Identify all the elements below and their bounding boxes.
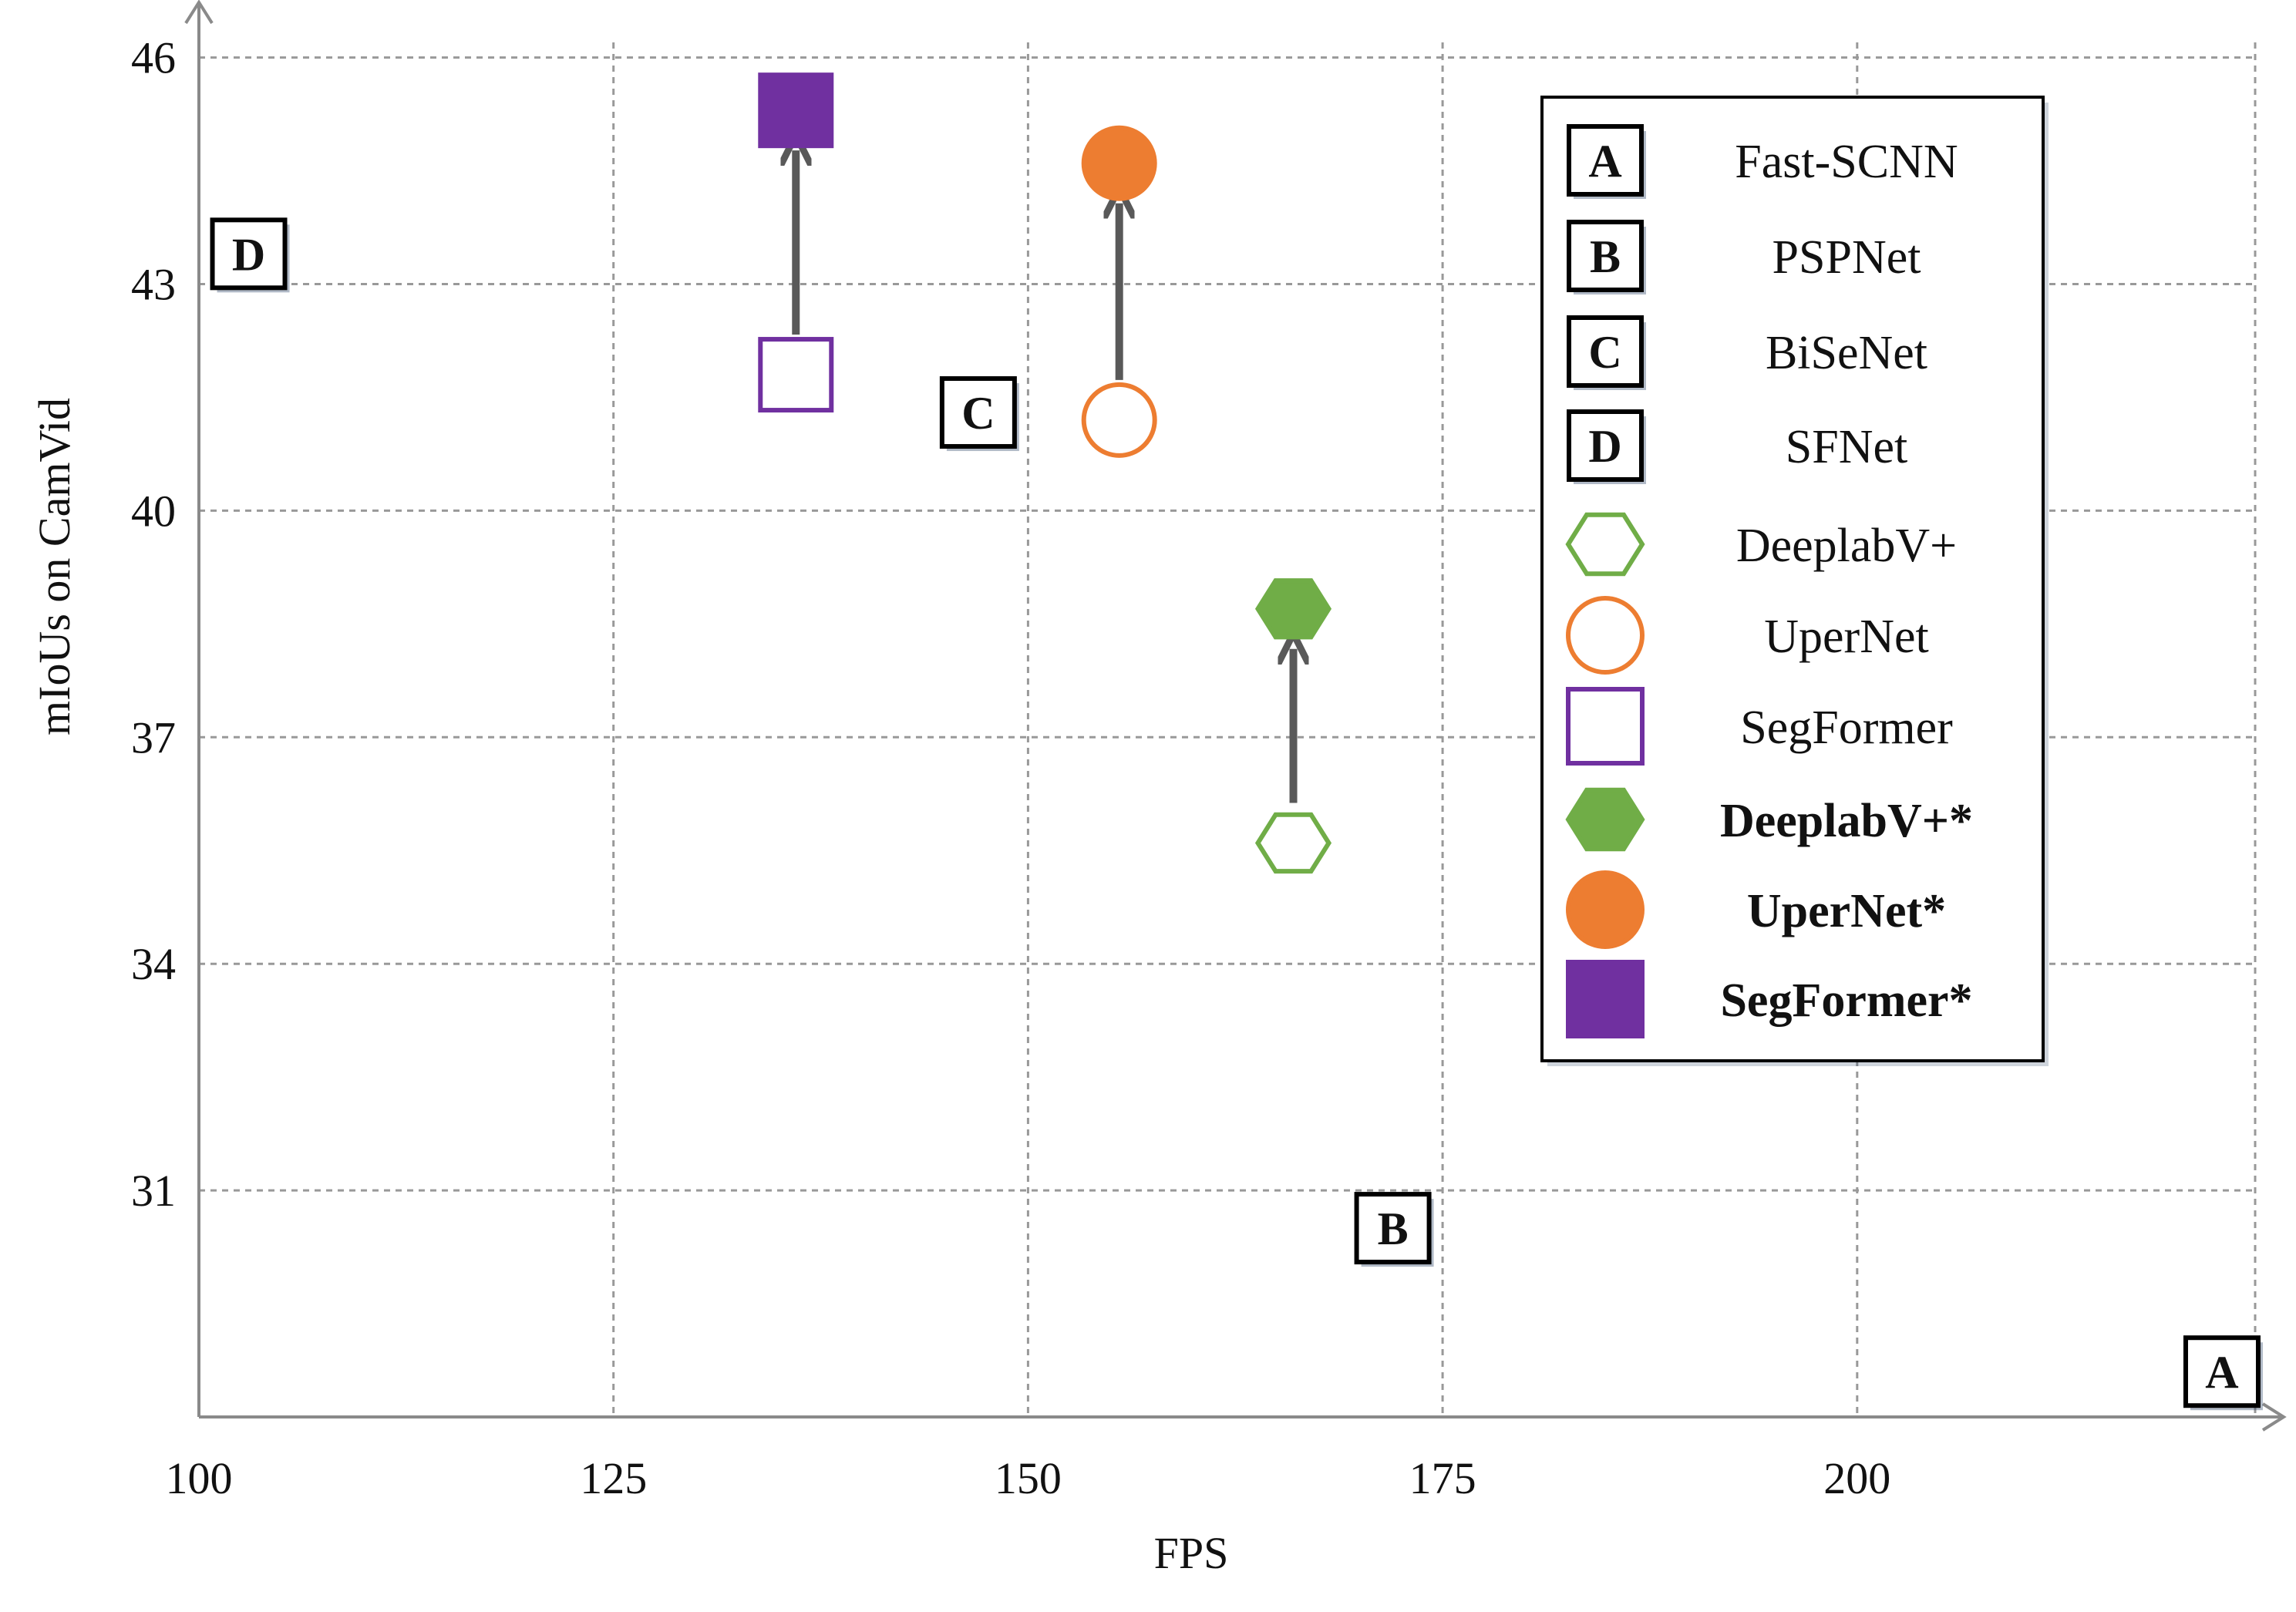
legend-label: SegFormer: [1740, 702, 1953, 754]
tick-labels: 100 125 150 175 200 31 34 37 40 43 46: [131, 33, 1890, 1503]
y-tick-label: 43: [131, 259, 176, 309]
letter-box-frame: [2183, 1335, 2261, 1408]
legend-item: B PSPNet: [1567, 220, 1921, 294]
legend-item: DeeplabV+*: [1565, 787, 1973, 852]
legend-item: A Fast-SCNN: [1567, 124, 1958, 199]
point-upernet-: [1081, 125, 1157, 201]
y-axis-title: mIoUs on CamVid: [29, 398, 79, 735]
letter-box-frame: [210, 217, 288, 291]
method-label-d: D: [210, 217, 290, 293]
legend-label: Fast-SCNN: [1735, 136, 1958, 188]
legend-letter-box: C: [1567, 315, 1646, 390]
legend-letter-box: D: [1567, 409, 1646, 484]
y-tick-label: 37: [131, 712, 176, 762]
x-tick-label: 175: [1409, 1453, 1476, 1503]
method-label-c: C: [939, 376, 1019, 452]
letter-box-frame: [1567, 220, 1644, 292]
letter-box-frame: [1354, 1192, 1432, 1265]
legend-label: BiSeNet: [1766, 327, 1927, 379]
letter-box-text: A: [1588, 136, 1621, 187]
axes: [184, 0, 2287, 1432]
improvement-arrows: [796, 150, 1293, 803]
legend: A Fast-SCNN B PSPNet C BiSeNet D SFNet DeeplabV+…: [1540, 96, 2049, 1066]
point-deeplabv-: [1254, 812, 1332, 874]
letter-box-text: C: [1588, 327, 1621, 378]
legend-item: DeeplabV+: [1565, 512, 1957, 577]
letter-box-text: B: [1378, 1203, 1409, 1254]
y-axis-arrow: [184, 0, 214, 25]
legend-marker: [1566, 960, 1645, 1038]
legend-marker: [1566, 596, 1645, 675]
point-segformer-: [758, 72, 834, 149]
method-label-a: A: [2183, 1335, 2263, 1411]
x-axis-arrow: [2261, 1402, 2287, 1432]
letter-box-text: D: [1588, 421, 1621, 472]
letter-box-frame: [1567, 315, 1644, 388]
point-segformer: [758, 337, 834, 413]
point-deeplabv-: [1254, 578, 1332, 640]
x-tick-label: 150: [995, 1453, 1062, 1503]
x-axis-title: FPS: [1154, 1528, 1229, 1578]
legend-label: UperNet*: [1747, 885, 1946, 937]
letter-box-text: A: [2205, 1347, 2238, 1398]
legend-marker: [1565, 787, 1645, 852]
legend-label: UperNet: [1764, 611, 1928, 663]
y-tick-label: 46: [131, 33, 176, 83]
x-tick-label: 125: [580, 1453, 647, 1503]
y-tick-label: 31: [131, 1166, 176, 1216]
legend-label: DeeplabV+*: [1720, 795, 1973, 847]
letter-box-text: D: [232, 229, 265, 280]
legend-marker: [1566, 687, 1645, 766]
legend-marker: [1565, 512, 1645, 577]
legend-item: UperNet: [1566, 596, 1929, 675]
method-label-b: B: [1354, 1192, 1434, 1267]
legend-label: DeeplabV+: [1736, 520, 1957, 572]
legend-label: SFNet: [1786, 421, 1907, 473]
legend-item: UperNet*: [1566, 870, 1946, 949]
letter-box-frame: [1567, 124, 1644, 197]
legend-item: D SFNet: [1567, 409, 1907, 484]
letter-box-text: C: [961, 388, 995, 439]
letter-box-frame: [1567, 409, 1644, 482]
point-upernet: [1081, 382, 1157, 458]
y-tick-label: 40: [131, 486, 176, 536]
legend-label: SegFormer*: [1720, 974, 1972, 1027]
x-tick-label: 200: [1823, 1453, 1890, 1503]
data-points: [758, 72, 1332, 874]
letter-box-text: B: [1590, 231, 1621, 282]
legend-label: PSPNet: [1772, 231, 1921, 284]
x-tick-label: 100: [166, 1453, 233, 1503]
legend-letter-box: A: [1567, 124, 1646, 199]
legend-item: C BiSeNet: [1567, 315, 1927, 390]
legend-letter-box: B: [1567, 220, 1646, 294]
legend-item: SegFormer: [1566, 687, 1953, 766]
letter-box-frame: [939, 376, 1017, 449]
legend-marker: [1566, 870, 1645, 949]
y-tick-label: 34: [131, 939, 176, 989]
legend-item: SegFormer*: [1566, 960, 1973, 1038]
